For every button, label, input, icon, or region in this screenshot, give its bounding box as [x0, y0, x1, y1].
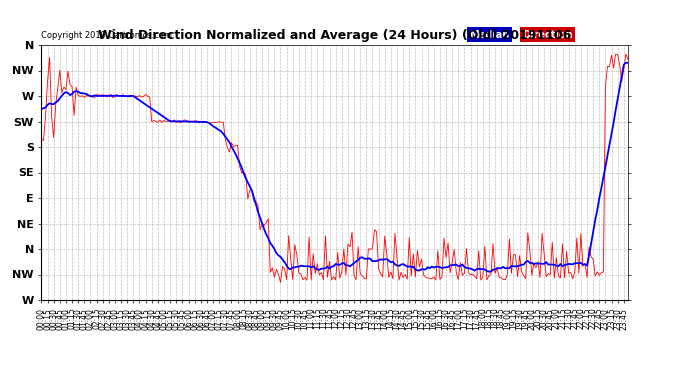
Text: Direction: Direction: [522, 30, 573, 40]
Text: Copyright 2019 Cartronics.com: Copyright 2019 Cartronics.com: [41, 31, 172, 40]
Text: Median: Median: [470, 30, 510, 40]
Title: Wind Direction Normalized and Average (24 Hours) (Old) 20191106: Wind Direction Normalized and Average (2…: [98, 30, 571, 42]
